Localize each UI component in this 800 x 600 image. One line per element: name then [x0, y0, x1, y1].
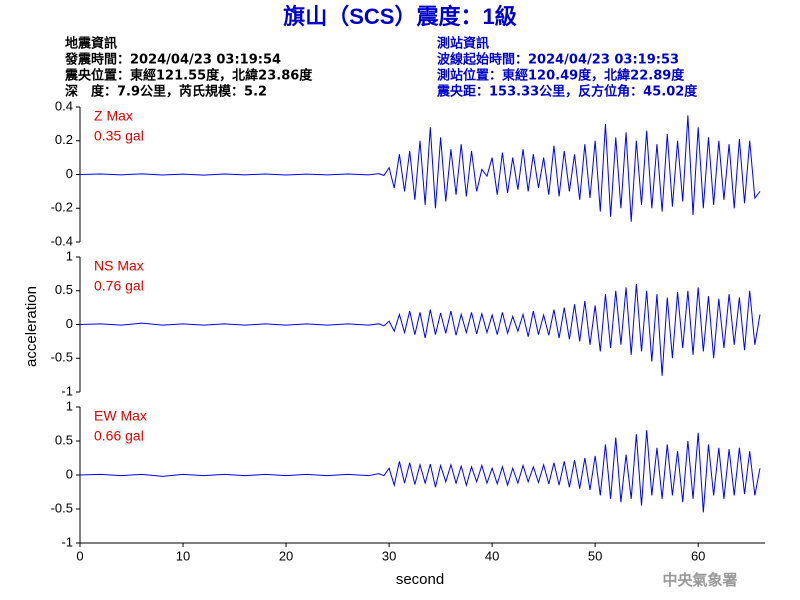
- chart-title: 旗山（SCS）震度：1級: [283, 4, 516, 29]
- waveform: [79, 283, 761, 376]
- x-tick-label: 0: [76, 548, 83, 563]
- y-tick-label: 0.5: [55, 432, 73, 447]
- annotation: EW Max: [94, 408, 147, 424]
- y-tick-label: -0.2: [51, 200, 73, 215]
- header-right-line: 測站位置：東經120.49度，北緯22.89度: [437, 68, 685, 84]
- x-tick-label: 40: [485, 548, 499, 563]
- waveform: [79, 115, 761, 222]
- y-tick-label: -0.5: [51, 350, 73, 365]
- y-tick-label: 0: [66, 316, 73, 331]
- annotation: 0.35 gal: [94, 128, 144, 144]
- annotation: Z Max: [94, 108, 133, 124]
- header-right-line: 震央距：153.33公里，反方位角：45.02度: [436, 84, 698, 100]
- x-tick-label: 50: [588, 548, 602, 563]
- y-tick-label: 0: [66, 466, 73, 481]
- y-tick-label: 1: [66, 248, 73, 263]
- footer: 中央氣象署: [662, 571, 737, 589]
- header-right-line: 測站資訊: [437, 36, 489, 52]
- y-tick-label: 0.4: [55, 98, 73, 113]
- annotation: 0.76 gal: [94, 278, 144, 294]
- header-left-line: 地震資訊: [65, 36, 117, 52]
- y-tick-label: 1: [66, 398, 73, 413]
- x-tick-label: 10: [176, 548, 190, 563]
- x-tick-label: 60: [691, 548, 705, 563]
- y-axis-label: acceleration: [23, 286, 40, 367]
- y-tick-label: -1: [61, 383, 73, 398]
- x-tick-label: 30: [382, 548, 396, 563]
- x-tick-label: 20: [279, 548, 293, 563]
- y-tick-label: 0.2: [55, 132, 73, 147]
- annotation: NS Max: [94, 258, 144, 274]
- header-left-line: 震央位置：東經121.55度，北緯23.86度: [64, 68, 313, 84]
- header-right-line: 波線起始時間：2024/04/23 03:19:53: [437, 52, 679, 68]
- waveform: [79, 430, 761, 513]
- y-tick-label: -0.4: [51, 233, 73, 248]
- annotation: 0.66 gal: [94, 428, 144, 444]
- header-left-line: 深 度：7.9公里，芮氏規模：5.2: [65, 84, 267, 100]
- y-tick-label: 0: [66, 166, 73, 181]
- header-left-line: 發震時間：2024/04/23 03:19:54: [64, 52, 281, 68]
- x-axis-label: second: [396, 571, 444, 588]
- y-tick-label: 0.5: [55, 282, 73, 297]
- y-tick-label: -0.5: [51, 500, 73, 515]
- y-tick-label: -1: [61, 534, 73, 549]
